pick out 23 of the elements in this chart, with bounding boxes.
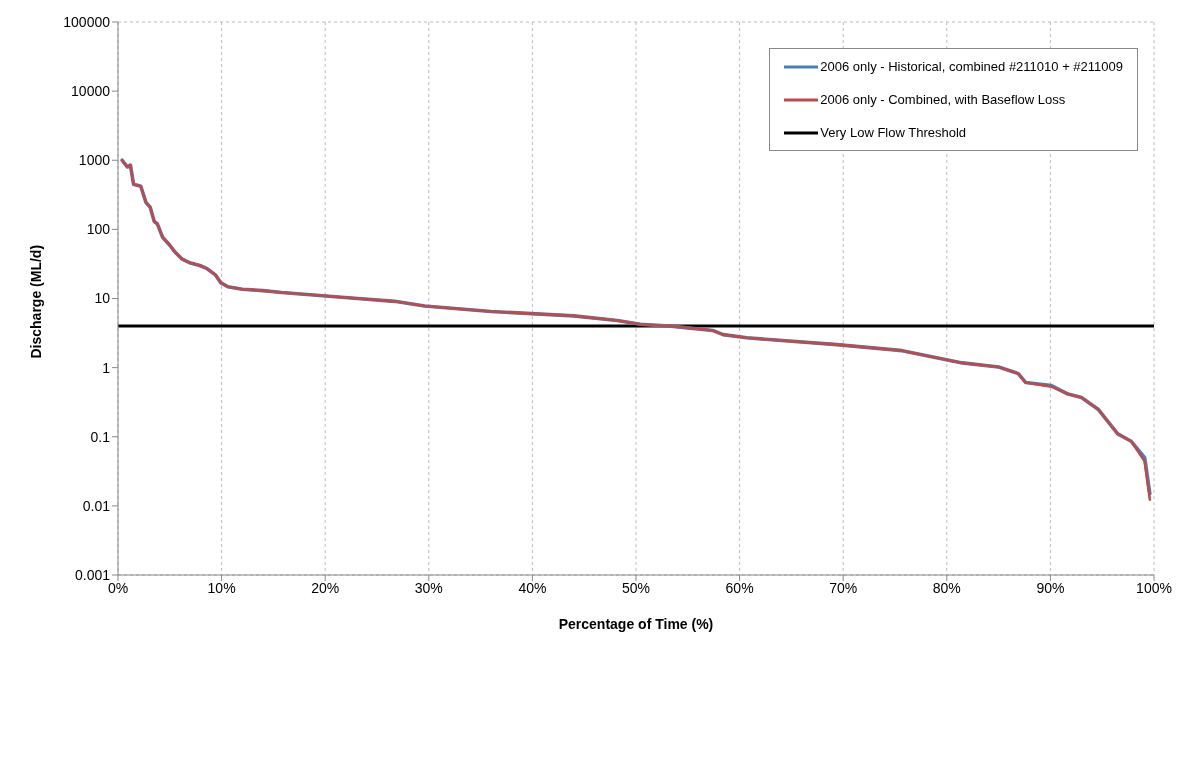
x-tick-label: 10%: [207, 579, 236, 596]
legend-label: Very Low Flow Threshold: [820, 125, 967, 140]
legend-label: 2006 only - Combined, with Baseflow Loss: [820, 92, 1066, 107]
x-tick-label: 40%: [518, 579, 547, 596]
y-tick-label: 0.1: [90, 428, 111, 445]
y-tick-label: 10: [94, 290, 111, 307]
y-tick-label: 10000: [71, 83, 111, 100]
x-tick-label: 90%: [1036, 579, 1065, 596]
x-tick-label: 30%: [414, 579, 443, 596]
y-tick-label: 0.01: [82, 497, 111, 514]
legend-label: 2006 only - Historical, combined #211010 + #211009: [820, 59, 1123, 74]
y-tick-label: 1000: [78, 152, 111, 169]
y-tick-label: 100000: [63, 13, 111, 30]
x-tick-label: 80%: [932, 579, 961, 596]
x-tick-label: 100%: [1136, 579, 1172, 596]
x-tick-label: 60%: [725, 579, 754, 596]
x-tick-label: 20%: [311, 579, 340, 596]
y-tick-label: 100: [86, 221, 111, 238]
x-tick-label: 70%: [829, 579, 858, 596]
x-tick-label: 50%: [621, 579, 651, 596]
y-tick-label: 1: [102, 359, 111, 376]
y-axis-title: Discharge (ML/d): [27, 244, 44, 359]
x-axis-title: Percentage of Time (%): [558, 616, 714, 632]
